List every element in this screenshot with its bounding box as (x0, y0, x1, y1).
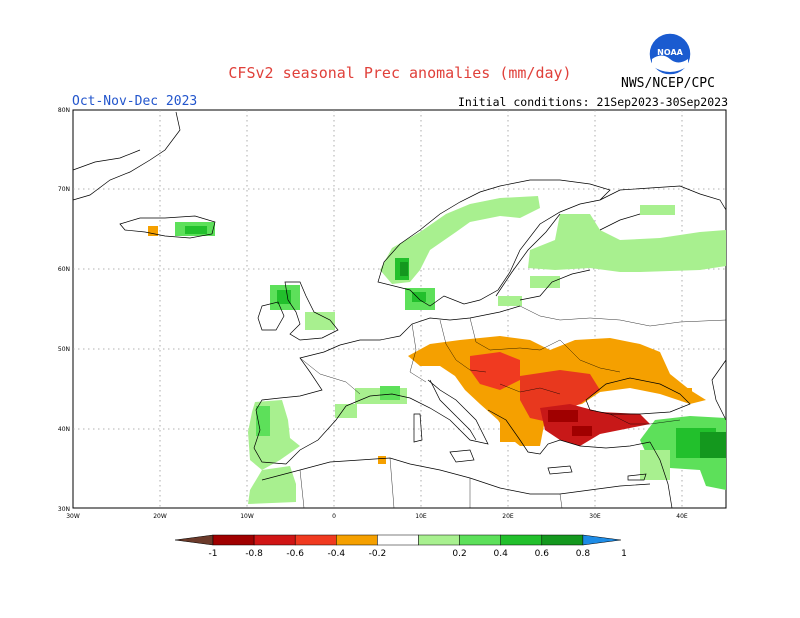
colorbar-bin (212, 534, 255, 546)
lat-label-70n: 70N (58, 186, 70, 193)
colorbar-bin (253, 534, 296, 546)
lon-labels: 30W 20W 10W 0 10E 20E 30E 40E (66, 513, 688, 520)
lat-label-80n: 80N (58, 107, 70, 114)
lat-label-50n: 50N (58, 346, 70, 353)
anomaly-scandinavia (380, 196, 540, 284)
colorbar-arrow-right (582, 534, 621, 546)
lat-label-30n: 30N (58, 506, 70, 513)
dry-anomalies (148, 226, 706, 464)
lon-label-10e: 10E (415, 513, 427, 520)
borders (299, 305, 727, 509)
colorbar-bin (541, 534, 584, 546)
wet-anomalies (175, 196, 726, 504)
colorbar-label: -0.2 (369, 549, 387, 559)
coastlines (72, 111, 727, 509)
lon-label-30w: 30W (66, 513, 80, 520)
logo-text: NOAA (657, 48, 683, 57)
map-title: CFSv2 seasonal Prec anomalies (mm/day) (228, 64, 572, 82)
colorbar-bin (336, 534, 378, 546)
colorbar: -1 -0.8 -0.6 -0.4 -0.2 0.2 0.4 0.6 0.8 1 (174, 534, 627, 559)
colorbar-label: -0.8 (245, 549, 263, 559)
colorbar-bin (377, 534, 419, 546)
colorbar-arrow-left (174, 534, 214, 546)
agency-label: NWS/NCEP/CPC (621, 76, 715, 91)
colorbar-label: 0.2 (452, 549, 466, 559)
lat-label-40n: 40N (58, 426, 70, 433)
colorbar-bin (294, 534, 337, 546)
colorbar-label: 1 (621, 549, 627, 559)
colorbar-bin (418, 534, 460, 546)
colorbar-label: -0.6 (286, 549, 304, 559)
lon-label-40e: 40E (676, 513, 688, 520)
noaa-logo: NOAA (648, 32, 692, 76)
anomaly-balkans (520, 370, 600, 422)
lon-label-20e: 20E (502, 513, 514, 520)
map-frame (72, 109, 727, 509)
lat-label-60n: 60N (58, 266, 70, 273)
anomaly-russia (528, 214, 726, 272)
colorbar-label: -0.4 (328, 549, 346, 559)
colorbar-label: 0.6 (535, 549, 550, 559)
colorbar-label: 0.8 (576, 549, 591, 559)
lon-label-30e: 30E (589, 513, 601, 520)
lon-label-0: 0 (332, 513, 336, 520)
lon-label-20w: 20W (153, 513, 167, 520)
initial-conditions: Initial conditions: 21Sep2023-30Sep2023 (457, 95, 728, 109)
colorbar-label: -1 (209, 549, 218, 559)
lon-label-10w: 10W (240, 513, 254, 520)
lat-labels: 80N 70N 60N 50N 40N 30N (58, 107, 70, 513)
forecast-period: Oct-Nov-Dec 2023 (72, 94, 198, 109)
colorbar-bin (459, 534, 501, 546)
colorbar-label: 0.4 (494, 549, 509, 559)
colorbar-bin (500, 534, 543, 546)
